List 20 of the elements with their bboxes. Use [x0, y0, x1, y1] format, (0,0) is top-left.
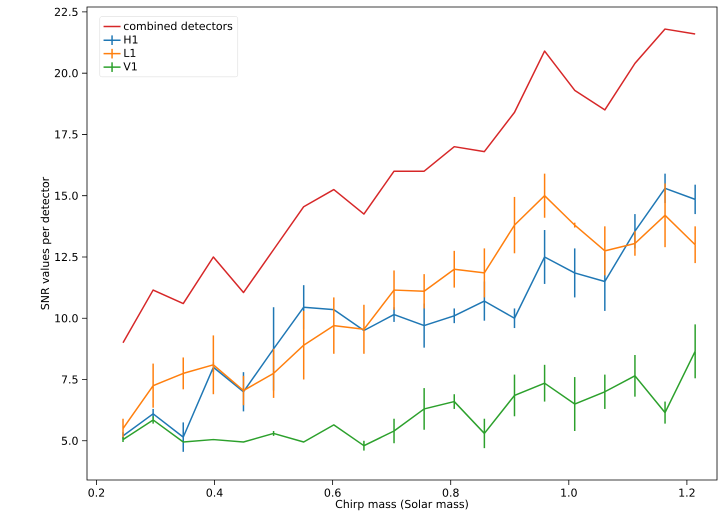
- x-tick-label: 0.2: [88, 488, 104, 497]
- x-axis-title: Chirp mass (Solar mass): [336, 500, 468, 510]
- x-tick-label: 0.8: [442, 488, 459, 497]
- y-tick-label: 10.0: [55, 314, 78, 322]
- legend-label: H1: [124, 35, 138, 44]
- x-tick-label: 0.6: [324, 488, 341, 497]
- y-tick-label: 7.5: [62, 375, 78, 384]
- y-tick-label: 22.5: [54, 8, 78, 16]
- y-tick-label: 17.5: [55, 130, 78, 139]
- x-tick-label: 0.4: [206, 488, 223, 497]
- x-tick-label: 1.0: [561, 488, 577, 497]
- x-tick-label: 1.2: [679, 488, 695, 497]
- legend-label: V1: [123, 62, 137, 70]
- y-tick-label: 5.0: [62, 436, 78, 445]
- y-tick-label: 12.5: [55, 252, 78, 262]
- y-tick-label: 15.0: [55, 192, 78, 200]
- legend-label: L1: [124, 48, 136, 57]
- legend-label: combined detectors: [124, 22, 232, 30]
- y-axis-title: SNR values per detector: [40, 176, 52, 310]
- y-tick-label: 20.0: [54, 69, 78, 78]
